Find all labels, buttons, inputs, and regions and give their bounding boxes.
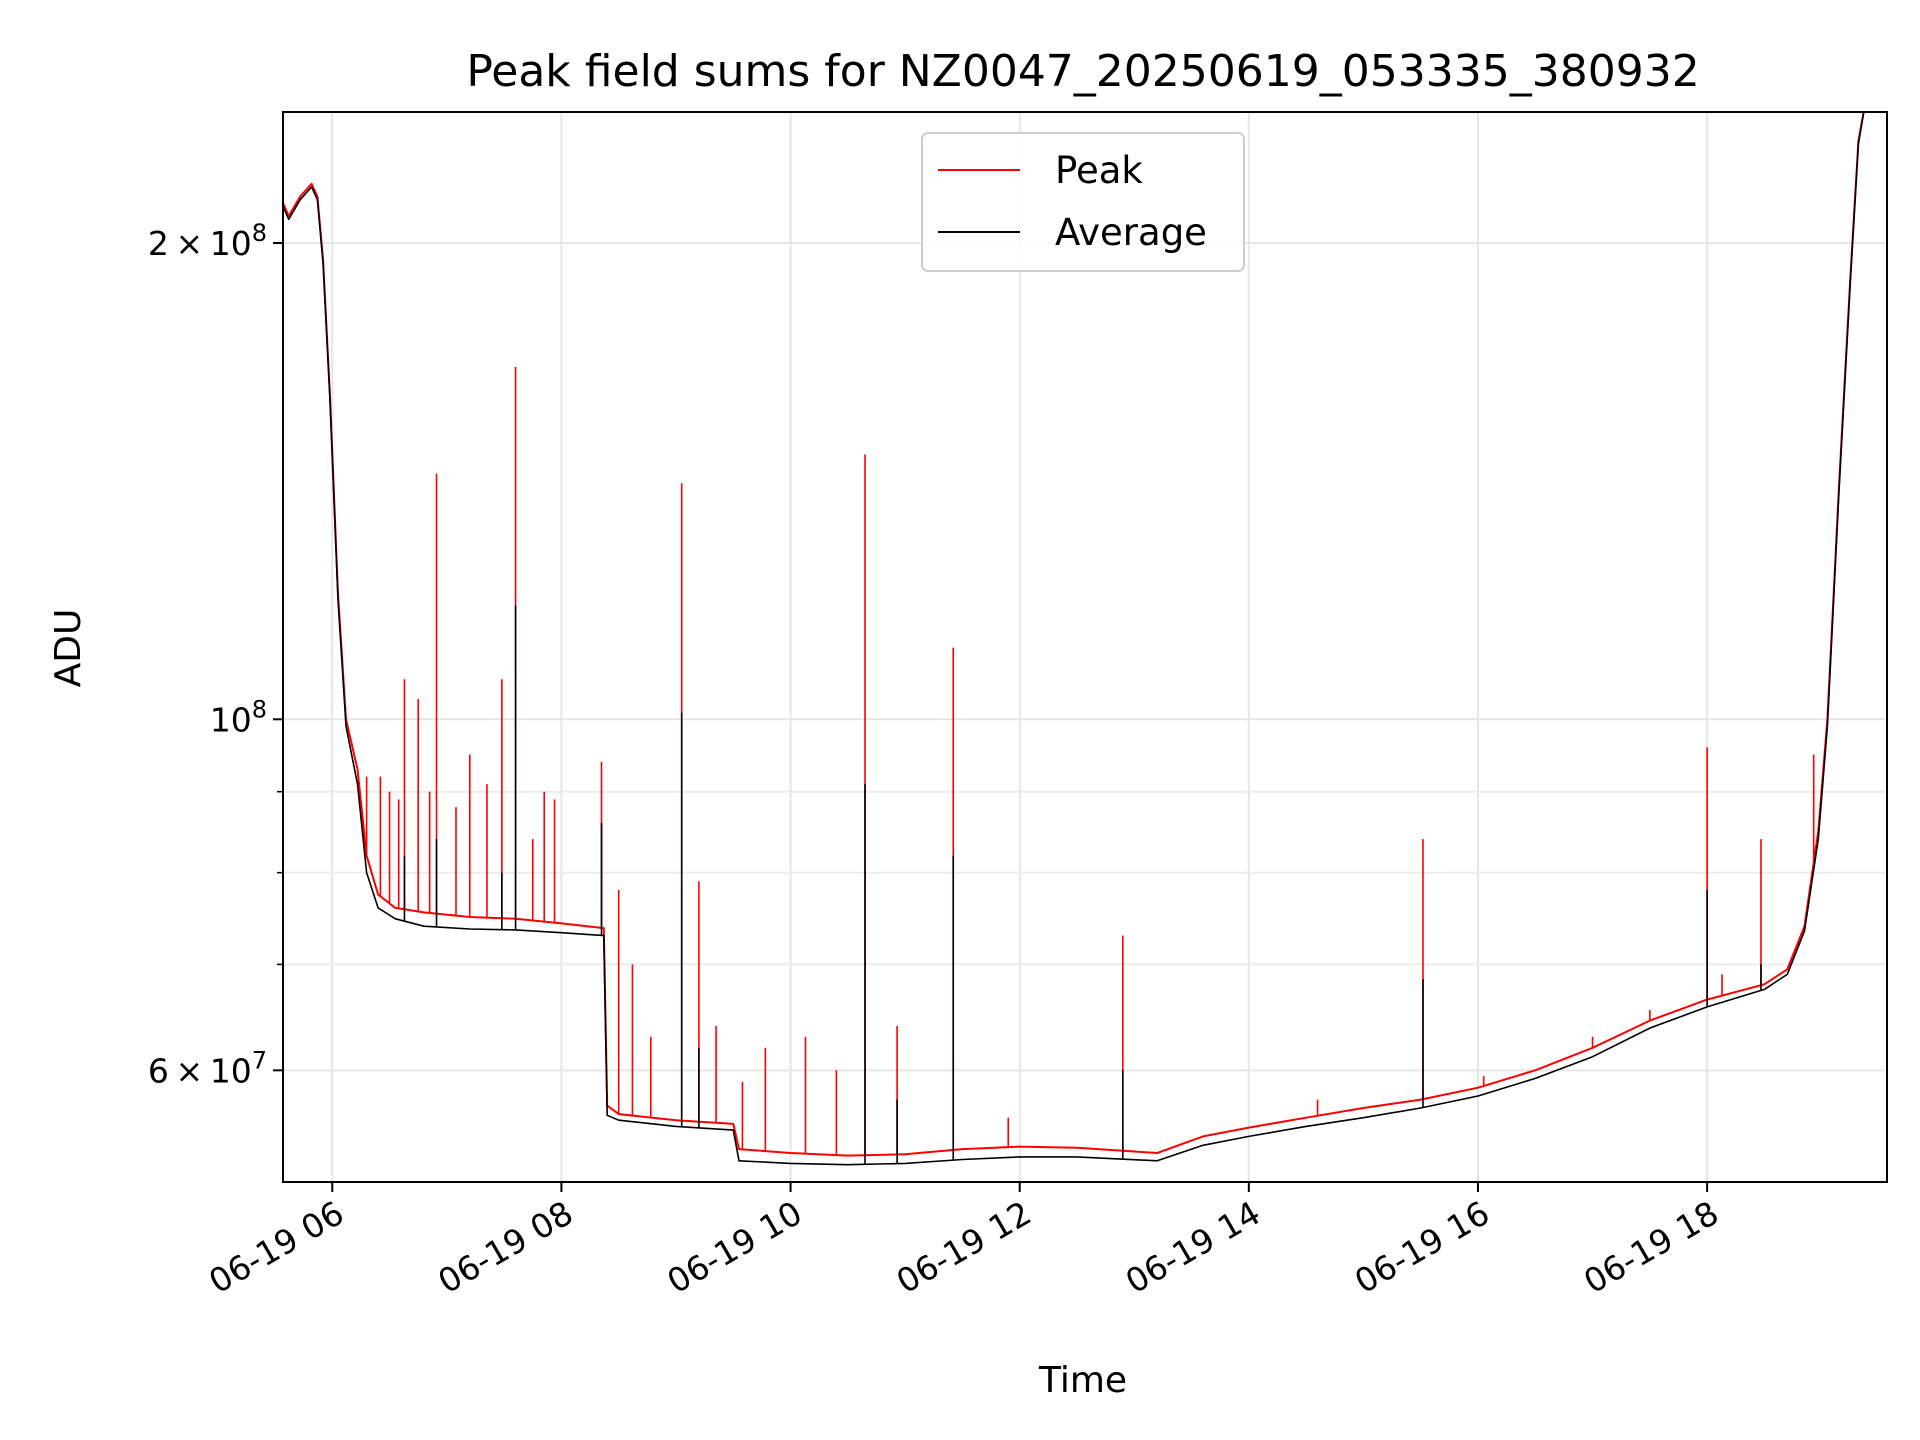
plot-frame (282, 111, 1888, 1183)
series-layer (283, 112, 1865, 1166)
legend: Peak Average (921, 132, 1245, 272)
legend-box (921, 132, 1245, 272)
x-tick-label: 06-19 08 (431, 1193, 579, 1301)
y-axis-label: ADU (48, 609, 89, 688)
y-tick-label: 2 × 108 (148, 219, 267, 263)
grid (283, 112, 1887, 1182)
y-axis: 6 × 107 108 2 × 108 (148, 219, 283, 1090)
legend-label-peak: Peak (1055, 149, 1143, 192)
x-tick-label: 06-19 10 (661, 1193, 809, 1301)
y-tick-label: 108 (210, 695, 267, 739)
y-tick-label: 6 × 107 (148, 1046, 267, 1090)
x-axis: 06-19 06 06-19 08 06-19 10 06-19 12 06-19 14… (202, 1182, 1725, 1301)
x-tick-label: 06-19 18 (1577, 1193, 1725, 1301)
legend-label-average: Average (1055, 211, 1207, 254)
x-tick-label: 06-19 06 (202, 1193, 350, 1301)
series-line-average (283, 112, 1865, 1166)
x-tick-label: 06-19 16 (1348, 1193, 1496, 1301)
chart-title: Peak field sums for NZ0047_20250619_0533… (466, 46, 1699, 97)
x-tick-label: 06-19 14 (1119, 1193, 1267, 1301)
x-tick-label: 06-19 12 (890, 1193, 1038, 1301)
x-axis-label: Time (1038, 1360, 1127, 1401)
series-average (283, 112, 1865, 1166)
